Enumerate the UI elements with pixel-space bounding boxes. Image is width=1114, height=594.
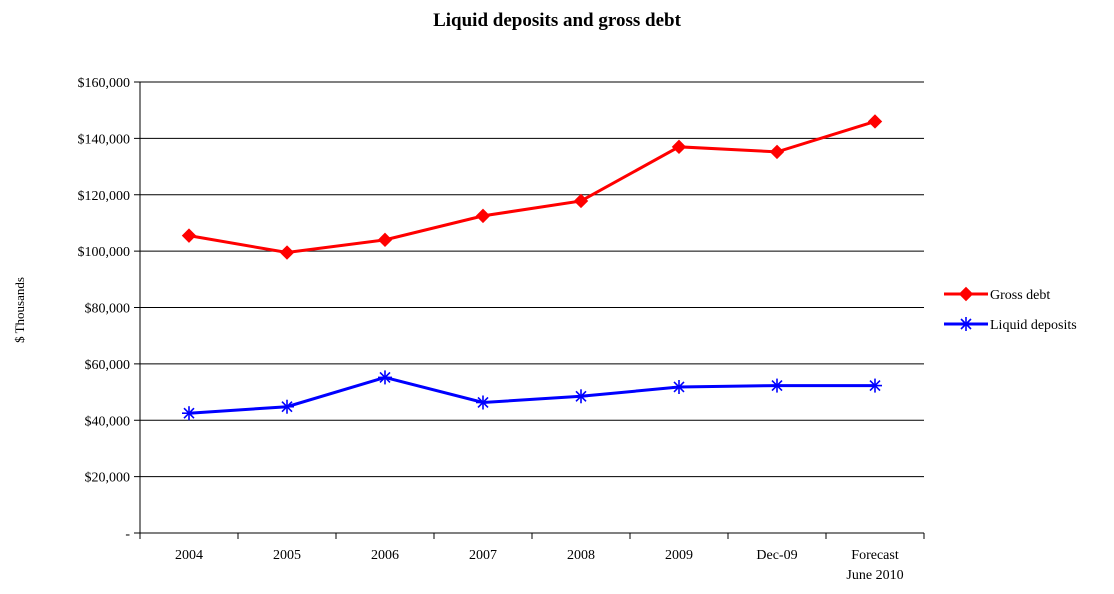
series-line-liquid-deposits [188, 375, 875, 415]
data-point-gross-debt [769, 144, 785, 160]
y-tick-label: $160,000 [78, 76, 131, 91]
y-tick-label: $100,000 [78, 245, 131, 260]
legend-label: Liquid deposits [990, 318, 1077, 333]
data-point-gross-debt [867, 114, 883, 129]
data-point-liquid-deposits [182, 406, 196, 421]
data-point-gross-debt [377, 232, 393, 248]
marker-stroke [673, 381, 685, 393]
y-tick-label: - [125, 527, 130, 542]
chart-title: Liquid deposits and gross debt [433, 10, 681, 31]
x-tick-label: Dec-09 [756, 548, 797, 563]
x-axis-ticks: 2004 2005 2006 2007 2008 2009 Dec-09 Forecast Ju… [139, 533, 925, 583]
data-point-gross-debt [671, 139, 687, 155]
marker-stroke [575, 390, 587, 402]
data-point-gross-debt [181, 228, 197, 243]
marker-stroke [869, 380, 881, 392]
y-tick-label: $60,000 [85, 358, 131, 373]
x-tick-label: Forecast June 2010 [846, 548, 903, 583]
legend: Gross debt Liquid deposits [944, 286, 1077, 333]
y-tick-label: $20,000 [85, 471, 131, 486]
data-point-liquid-deposits [868, 378, 882, 393]
series-line-gross-debt [188, 120, 876, 255]
y-axis-ticks: - $20,000 $40,000 $60,000 $80,000 $100,000 $12… [78, 76, 140, 542]
marker-stroke [477, 396, 489, 409]
x-tick-label: 2005 [273, 548, 301, 563]
x-tick-label: 2009 [665, 548, 693, 563]
series-gross-debt [181, 114, 883, 260]
data-point-gross-debt [279, 245, 295, 260]
data-point-liquid-deposits [280, 399, 294, 414]
legend-item-liquid-deposits: Liquid deposits [944, 317, 1077, 333]
y-tick-label: $120,000 [78, 189, 131, 204]
marker-stroke [771, 380, 783, 392]
series-liquid-deposits [182, 370, 882, 421]
x-tick-label: 2007 [469, 548, 497, 563]
y-tick-label: $140,000 [78, 132, 131, 147]
legend-label: Gross debt [990, 288, 1050, 303]
data-point-gross-debt [573, 193, 589, 209]
series-layer [181, 114, 883, 421]
data-point-liquid-deposits [672, 379, 686, 394]
y-tick-label: $80,000 [85, 302, 131, 317]
marker-stroke [379, 371, 391, 383]
data-point-liquid-deposits [378, 370, 392, 385]
y-tick-label: $40,000 [85, 414, 131, 429]
x-tick-label: 2004 [175, 548, 203, 563]
x-tick-label: 2006 [371, 548, 399, 563]
data-point-liquid-deposits [574, 389, 588, 404]
legend-marker [958, 286, 974, 302]
data-point-liquid-deposits [770, 378, 784, 393]
legend-marker [959, 317, 973, 331]
data-point-liquid-deposits [476, 395, 490, 410]
x-tick-label: 2008 [567, 548, 595, 563]
legend-item-gross-debt: Gross debt [944, 286, 1050, 303]
y-axis-label: $ Thousands [12, 277, 27, 343]
gridlines [140, 81, 924, 478]
marker-stroke [183, 407, 195, 419]
marker-stroke [281, 401, 293, 413]
data-point-gross-debt [475, 208, 491, 224]
marker-stroke [960, 318, 972, 330]
